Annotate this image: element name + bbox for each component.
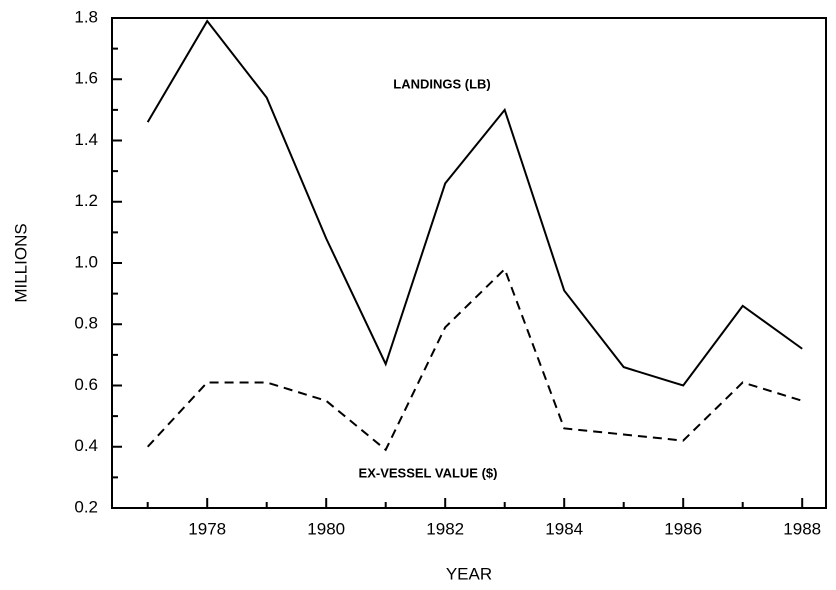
y-tick-label: 1.6 <box>74 69 98 88</box>
x-tick-label: 1988 <box>783 519 821 538</box>
x-tick-label: 1984 <box>545 519 583 538</box>
y-tick-label: 1.4 <box>74 130 98 149</box>
y-tick-label: 1.2 <box>74 191 98 210</box>
x-tick-label: 1978 <box>188 519 226 538</box>
y-tick-label: 0.6 <box>74 375 98 394</box>
x-tick-label: 1982 <box>426 519 464 538</box>
y-tick-label: 1.0 <box>74 252 98 271</box>
series-line <box>146 267 803 452</box>
x-tick-label: 1986 <box>664 519 702 538</box>
y-tick-label: 1.8 <box>74 7 98 26</box>
plot-frame <box>111 17 827 509</box>
series-line <box>146 19 803 387</box>
y-tick-label: 0.8 <box>74 314 98 333</box>
x-tick-label: 1980 <box>307 519 345 538</box>
x-axis-label: YEAR <box>446 564 492 583</box>
y-tick-label: 0.2 <box>74 497 98 516</box>
annotation: EX-VESSEL VALUE ($) <box>359 465 498 480</box>
y-tick-label: 0.4 <box>74 436 98 455</box>
annotation: LANDINGS (LB) <box>393 76 491 91</box>
y-axis-label: MILLIONS <box>11 223 30 302</box>
